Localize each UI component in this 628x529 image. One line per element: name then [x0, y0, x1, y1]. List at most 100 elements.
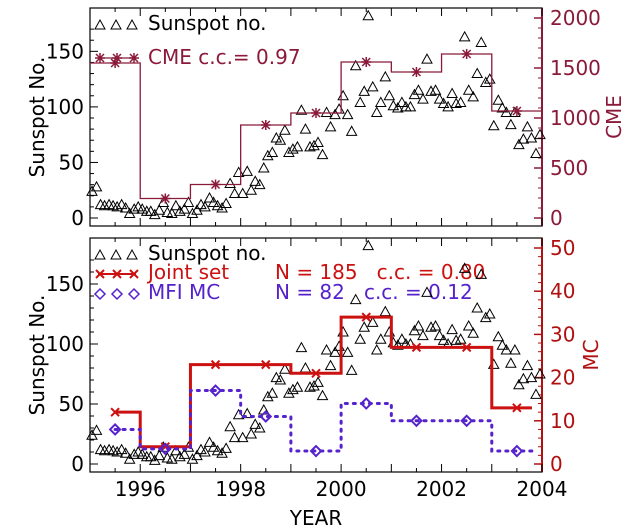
- bottom-sunspot-point: [437, 334, 450, 345]
- bottom-sunspot-point: [345, 364, 358, 375]
- bottom-legend-triangle: [94, 248, 106, 260]
- top-sunspot-point: [211, 199, 224, 211]
- top-sunspot-point: [329, 108, 341, 120]
- bottom-sunspot-point: [266, 387, 279, 398]
- top-sunspot-point: [496, 101, 509, 113]
- bottom-sunspot-point: [525, 371, 538, 383]
- bottom-y2tick-label: 20: [550, 366, 575, 390]
- bottom-legend-mc-point: [127, 287, 141, 301]
- top-legend-sunspot-label: Sunspot no.: [148, 11, 267, 35]
- top-legend-triangle: [126, 18, 138, 30]
- top-ytick-label: 50: [59, 150, 84, 174]
- top-sunspot-point: [245, 184, 258, 195]
- top-y-axis-label: Sunspot No.: [25, 57, 49, 178]
- top-sunspot-point: [479, 76, 492, 87]
- bottom-sunspot-point: [249, 418, 262, 429]
- bottom-sunspot-point: [279, 363, 291, 374]
- top-y2tick-label: 2000: [550, 6, 601, 30]
- bottom-sunspot-point: [299, 361, 312, 373]
- top-sunspot-point: [450, 97, 462, 109]
- top-cme-point: [461, 49, 472, 59]
- bottom-sunspot-point: [312, 376, 324, 387]
- top-sunspot-point: [253, 178, 266, 190]
- top-sunspot-point: [170, 199, 182, 211]
- top-sunspot-point: [500, 106, 513, 117]
- bottom-sunspot-point: [354, 333, 367, 344]
- top-ytick-label: 100: [46, 95, 84, 119]
- bottom-sunspot-point: [261, 390, 274, 402]
- top-sunspot-point: [487, 119, 500, 131]
- bottom-legend-sunspot-label: Sunspot no.: [148, 241, 267, 265]
- top-sunspot-point: [279, 124, 291, 135]
- xtick-label: 1996: [115, 477, 166, 501]
- bottom-sunspot-point: [475, 268, 488, 279]
- bottom-sunspot-point: [521, 359, 534, 371]
- bottom-sunspot-point: [496, 339, 509, 350]
- bottom-panel: Sunspot No. MC YEAR Sunspot no. Joint se…: [25, 237, 603, 529]
- top-sunspot-point: [513, 138, 525, 150]
- bottom-sunspot-point: [128, 448, 141, 459]
- top-legend-cme-label: CME c.c.= 0.97: [148, 45, 301, 69]
- top-sunspot-point: [358, 85, 371, 96]
- bottom-sunspot-point: [287, 383, 299, 395]
- top-sunspot-point: [429, 84, 442, 95]
- top-sunspot-point: [291, 140, 304, 152]
- top-sunspot-point: [366, 80, 379, 92]
- top-sunspot-point: [530, 147, 542, 159]
- top-sunspot-point: [324, 120, 337, 132]
- top-y2tick-label: 0: [550, 206, 563, 230]
- top-sunspot-point: [166, 207, 178, 219]
- bottom-sunspot-point: [492, 330, 505, 342]
- top-cme-point: [210, 179, 221, 190]
- top-sunspot-point: [178, 203, 191, 214]
- bottom-sunspot-point: [186, 453, 199, 464]
- top-legend-cme-point: [112, 53, 122, 63]
- bottom-sunspot-point: [379, 305, 392, 317]
- top-sunspot-point: [266, 146, 279, 157]
- bottom-sunspot-point: [316, 389, 329, 401]
- bottom-sunspot-point: [471, 301, 484, 313]
- bottom-sunspot-point: [136, 448, 149, 459]
- top-sunspot-point: [392, 101, 404, 113]
- bottom-sunspot-point: [370, 343, 383, 355]
- top-cme-step-line: [90, 53, 542, 200]
- top-sunspot-point: [153, 204, 166, 215]
- top-sunspot-point: [195, 198, 207, 210]
- chart-marks: 0501001500500100015002000050100150010203…: [46, 6, 601, 501]
- bottom-sunspot-point: [170, 444, 182, 456]
- bottom-legend-joint-stats: N = 185 c.c. = 0.80: [275, 260, 485, 284]
- top-sunspot-point: [454, 96, 467, 107]
- bottom-ytick-label: 150: [46, 272, 84, 296]
- top-sunspot-point: [467, 90, 480, 102]
- top-sunspot-point: [354, 96, 367, 107]
- bottom-sunspot-point: [236, 431, 249, 443]
- top-sunspot-point: [534, 128, 546, 140]
- bottom-sunspot-point: [228, 431, 241, 443]
- bottom-legend-mc-label: MFI MC: [148, 280, 220, 304]
- top-sunspot-point: [362, 9, 375, 21]
- top-sunspot-point: [475, 36, 488, 47]
- bottom-mc-point: [410, 414, 423, 428]
- bottom-sunspot-point: [90, 424, 103, 435]
- bottom-sunspot-point: [178, 448, 191, 459]
- bottom-legend-mc-point: [93, 287, 107, 301]
- top-sunspot-point: [182, 196, 195, 207]
- top-sunspot-point: [521, 120, 534, 132]
- bottom-sunspot-point: [421, 286, 433, 297]
- bottom-y2tick-label: 10: [550, 409, 575, 433]
- bottom-sunspot-point: [308, 379, 320, 391]
- bottom-sunspot-point: [211, 444, 224, 456]
- top-ytick-label: 0: [71, 206, 84, 230]
- top-sunspot-point: [387, 99, 400, 111]
- bottom-sunspot-point: [509, 343, 521, 355]
- bottom-sunspot-point: [320, 343, 333, 355]
- bottom-legend-joint-point: [129, 269, 139, 279]
- top-cme-point: [260, 120, 271, 130]
- top-ytick-label: 150: [46, 39, 84, 63]
- top-sunspot-point: [379, 70, 392, 82]
- bottom-mc-point: [510, 444, 524, 458]
- bottom-sunspot-point: [98, 444, 111, 456]
- bottom-sunspot-point: [500, 343, 513, 355]
- top-sunspot-point: [111, 200, 123, 212]
- top-sunspot-point: [417, 93, 429, 104]
